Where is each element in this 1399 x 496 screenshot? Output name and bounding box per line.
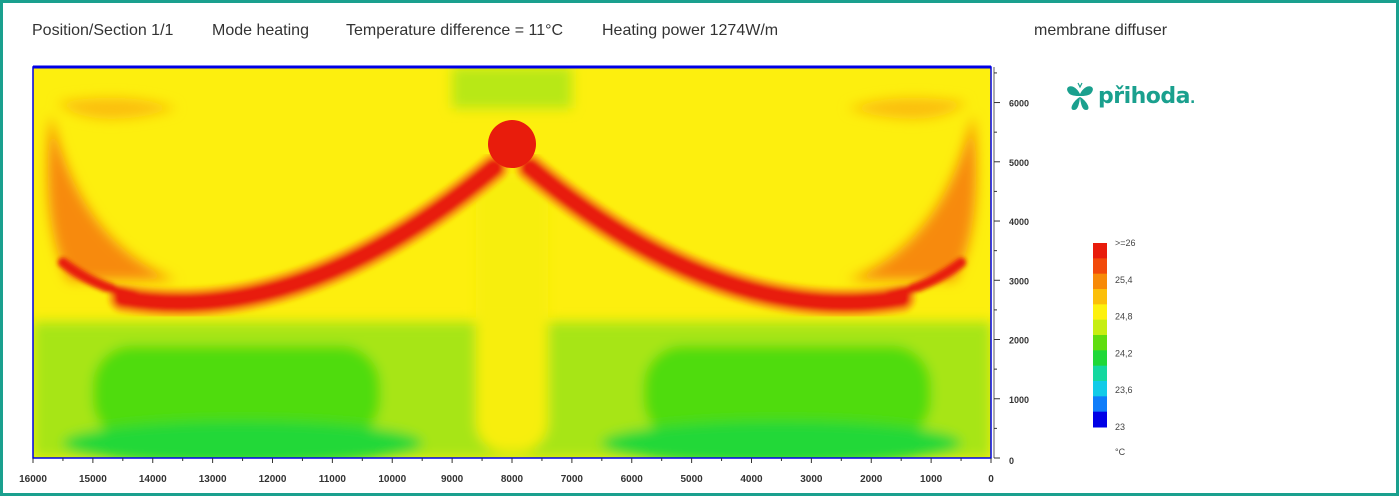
colorbar-label: >=26	[1115, 238, 1136, 248]
warm-jets	[57, 152, 967, 318]
colorbar-swatch	[1093, 365, 1107, 382]
central-warm-column	[476, 173, 548, 453]
y-tick-label: 1000	[1009, 395, 1029, 405]
y-tick-label: 4000	[1009, 217, 1029, 227]
jet-right-layer-2	[521, 159, 910, 312]
header-bar: Position/Section 1/1 Mode heating Temper…	[30, 22, 1399, 46]
colorbar-swatch	[1093, 273, 1107, 290]
x-tick-label: 2000	[860, 474, 883, 485]
x-tick-label: 0	[988, 474, 994, 485]
colorbar-label: 23	[1115, 422, 1125, 432]
colorbar-swatch	[1093, 335, 1107, 351]
x-tick-label: 13000	[199, 474, 227, 485]
x-tick-label: 15000	[79, 474, 107, 485]
logo-wordmark: přihoda.	[1098, 84, 1195, 109]
mode-label: Mode heating	[212, 22, 309, 39]
colorbar-label: 25,4	[1115, 275, 1133, 285]
colorbar-swatch	[1093, 304, 1107, 321]
x-tick-label: 8000	[501, 474, 524, 485]
x-tick-label: 6000	[621, 474, 644, 485]
green-pocket-left	[92, 345, 381, 441]
colorbar-swatch	[1093, 319, 1107, 336]
jet-tail-left	[57, 257, 140, 301]
colorbar-swatch	[1093, 411, 1107, 428]
colorbar-swatch	[1093, 243, 1107, 259]
top-cool-patch	[452, 67, 572, 109]
device-label: membrane diffuser	[1034, 22, 1168, 39]
heating-power-label: Heating power 1274W/m	[602, 22, 779, 39]
field-soft-layers	[33, 67, 991, 458]
temperature-field	[33, 67, 991, 458]
colorbar-swatch	[1093, 381, 1107, 397]
colorbar-label: 24,8	[1115, 312, 1133, 322]
x-tick-label: 14000	[139, 474, 167, 485]
butterfly-icon	[1067, 82, 1093, 110]
colorbar-label: 23,6	[1115, 385, 1133, 395]
chart-axes: 16000 15000 14000 13000 12000 11000 10000 9000 8…	[19, 65, 1029, 485]
jet-left-layer-2	[114, 159, 503, 312]
y-tick-label: 3000	[1009, 276, 1029, 286]
orange-band-right	[847, 114, 977, 281]
x-tick-label: 4000	[740, 474, 763, 485]
colorbar-unit: °C	[1115, 447, 1126, 457]
y-tick-label: 5000	[1009, 158, 1029, 168]
warm-corner-right	[847, 97, 968, 120]
warm-corner-left	[56, 97, 177, 120]
x-tick-label: 10000	[378, 474, 406, 485]
prihoda-logo: přihoda.	[1064, 80, 1195, 120]
orange-band-left	[47, 114, 177, 281]
jet-tail-right	[884, 257, 967, 301]
temperature-difference-label: Temperature difference = 11°C	[346, 22, 564, 39]
x-tick-label: 1000	[920, 474, 943, 485]
colorbar-label: 24,2	[1115, 348, 1133, 358]
x-tick-label: 7000	[561, 474, 584, 485]
colorbar-swatch	[1093, 350, 1107, 367]
cool-floor-right	[601, 421, 962, 458]
x-tick-label: 3000	[800, 474, 823, 485]
position-label: Position/Section 1/1	[32, 22, 174, 39]
colorbar: >=26 25,4 24,8 24,2 23,6 23 °C	[1093, 238, 1136, 457]
colorbar-swatch	[1093, 258, 1107, 275]
y-tick-label: 6000	[1009, 99, 1029, 109]
x-tick-label: 11000	[319, 474, 347, 485]
x-tick-label: 9000	[441, 474, 464, 485]
cool-floor-left	[62, 421, 423, 458]
x-tick-label: 5000	[681, 474, 704, 485]
x-tick-label: 12000	[259, 474, 287, 485]
green-pocket-right	[643, 345, 932, 441]
y-tick-label: 2000	[1009, 336, 1029, 346]
y-tick-label: 0	[1009, 456, 1014, 466]
diffuser-circle	[488, 120, 536, 169]
x-tick-label: 16000	[19, 474, 47, 485]
colorbar-swatch	[1093, 396, 1107, 413]
colorbar-swatch	[1093, 289, 1107, 305]
